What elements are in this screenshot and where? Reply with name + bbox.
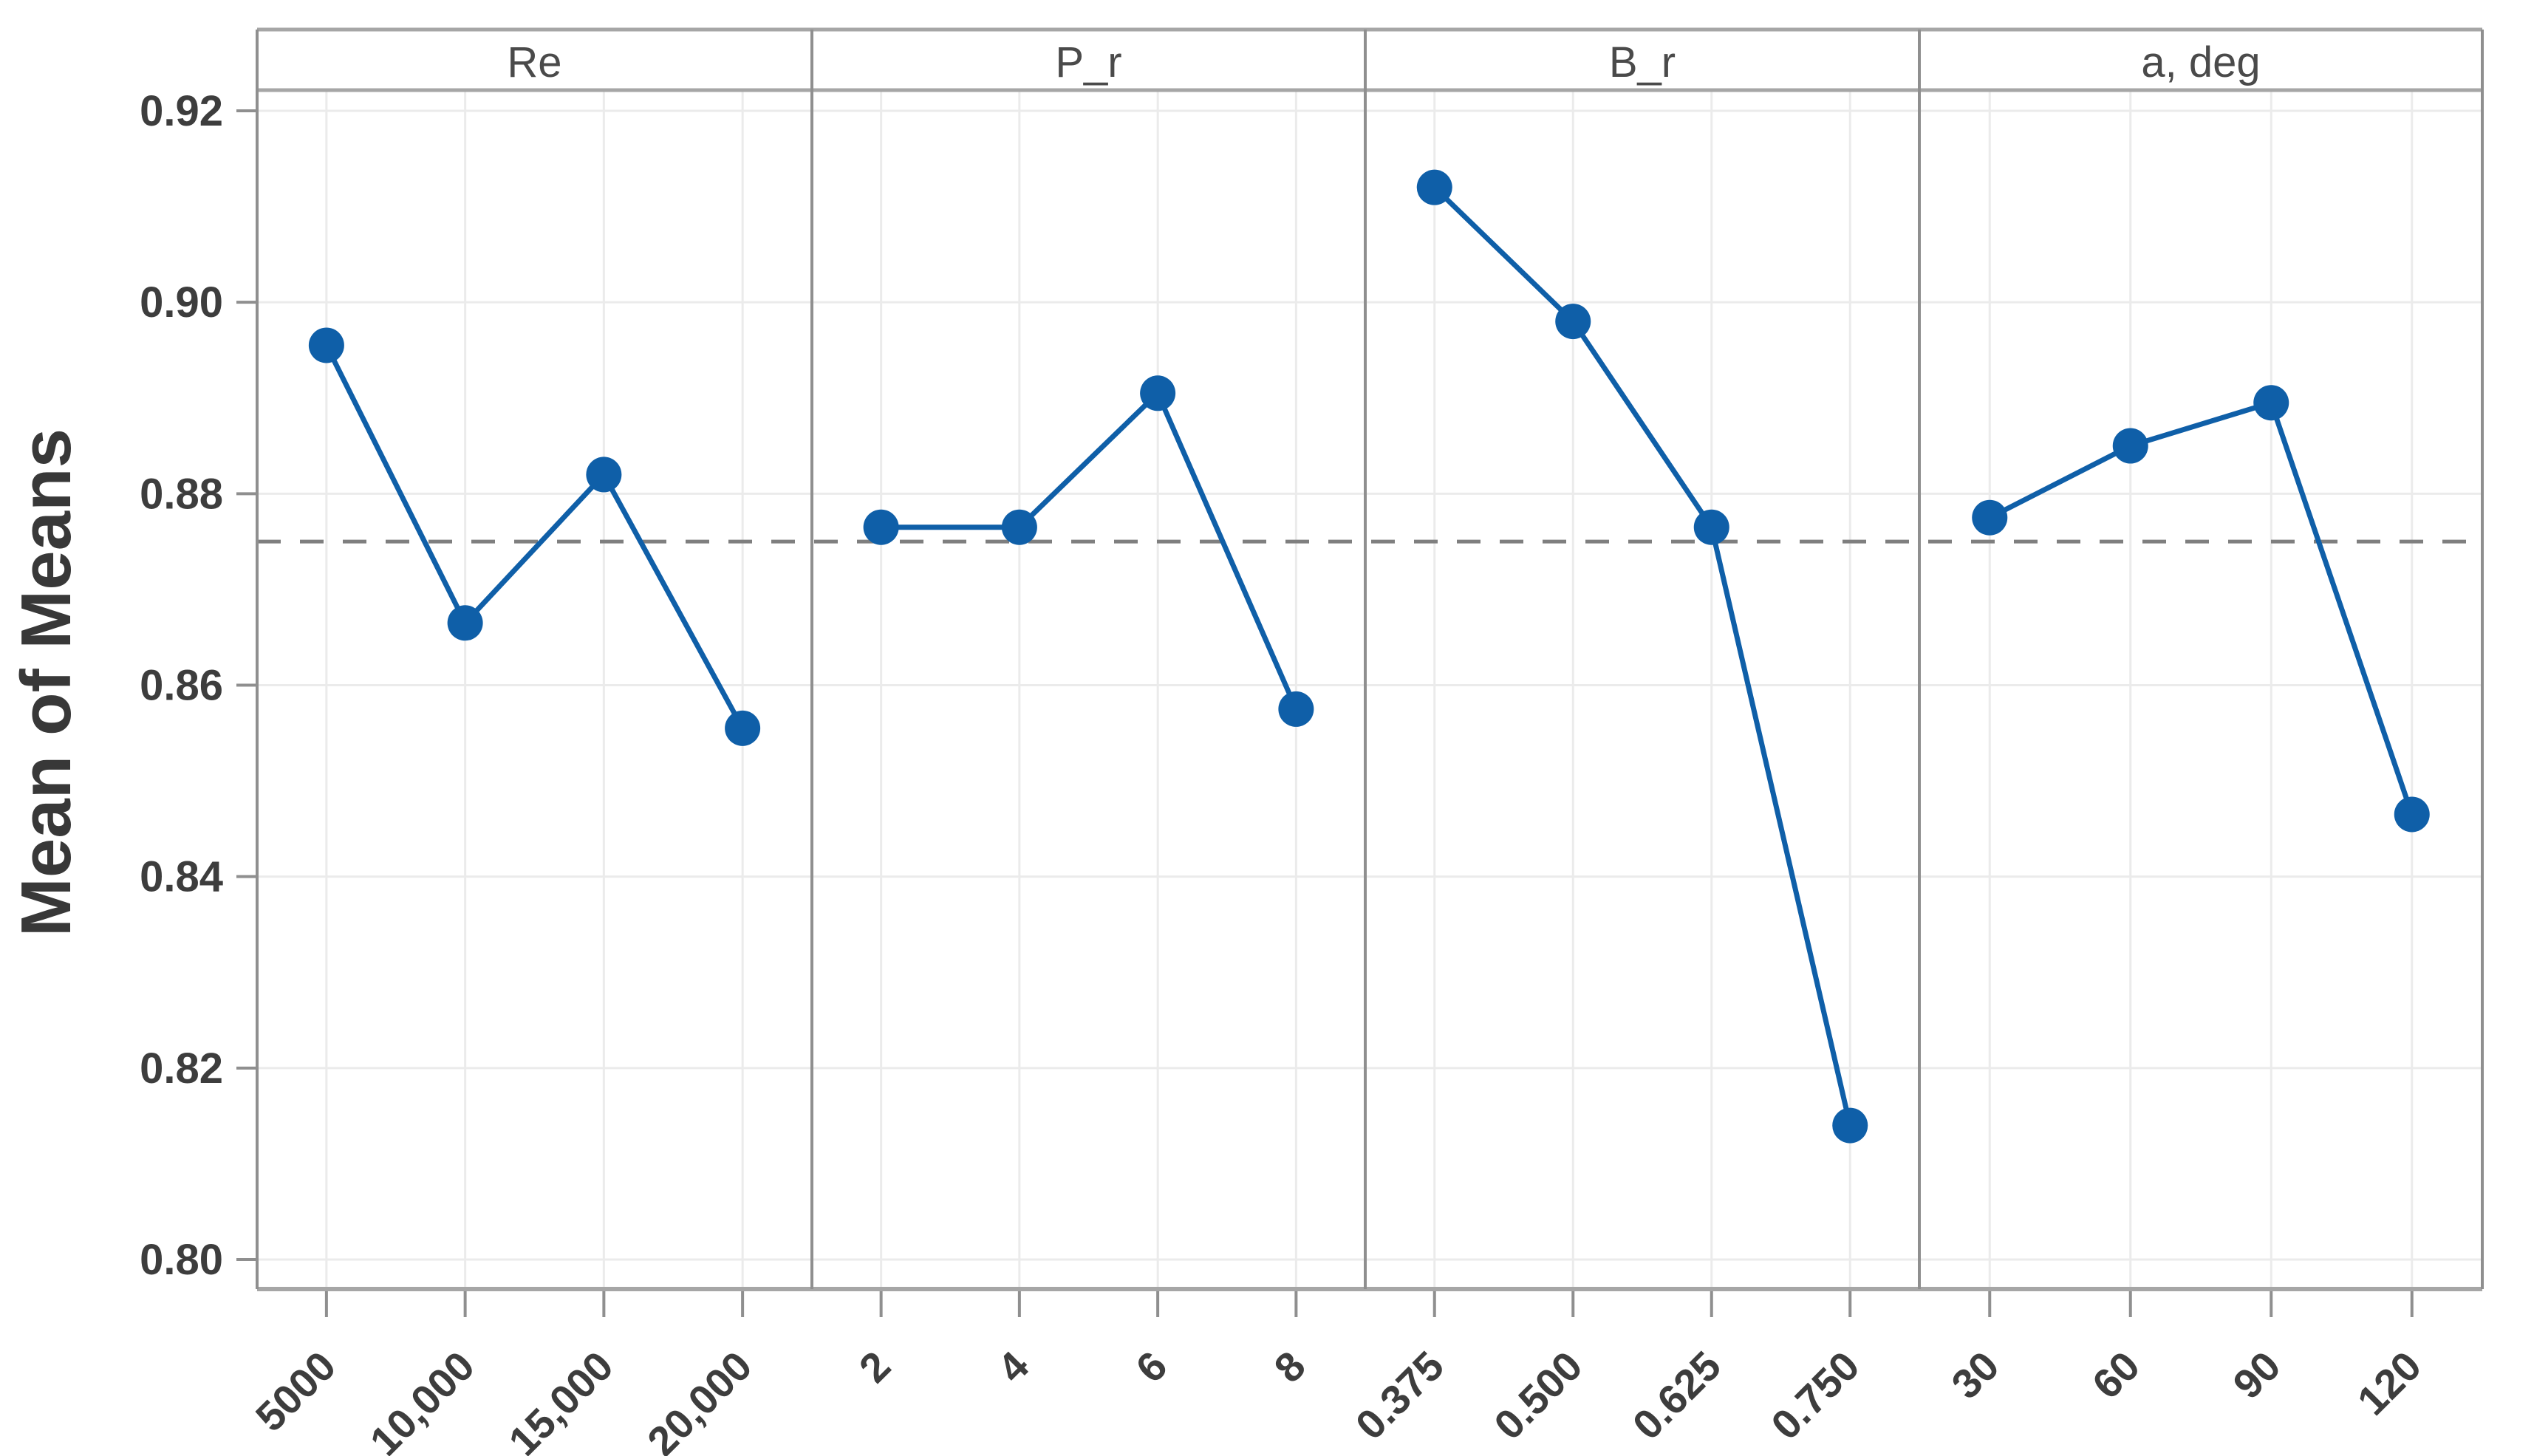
data-point bbox=[2253, 385, 2289, 421]
data-point bbox=[447, 605, 483, 641]
data-point bbox=[1972, 499, 2008, 536]
x-tick-label: 10,000 bbox=[361, 1342, 483, 1456]
x-tick-label: 0.750 bbox=[1762, 1342, 1868, 1449]
x-tick-label: 0.625 bbox=[1624, 1342, 1730, 1449]
x-tick-label: 2 bbox=[850, 1342, 900, 1392]
y-tick-label: 0.88 bbox=[140, 470, 223, 518]
x-tick-label: 30 bbox=[1942, 1342, 2008, 1408]
series-line-4 bbox=[1988, 400, 2415, 816]
y-tick-label: 0.92 bbox=[140, 87, 223, 135]
x-tick-label: 4 bbox=[988, 1342, 1038, 1392]
x-tick-label: 20,000 bbox=[638, 1342, 761, 1456]
x-tick-label: 90 bbox=[2224, 1342, 2289, 1408]
data-point bbox=[2394, 796, 2430, 833]
x-tick-label: 8 bbox=[1265, 1342, 1314, 1392]
x-tick-label: 6 bbox=[1127, 1342, 1176, 1392]
data-point bbox=[1001, 509, 1037, 545]
data-point bbox=[2112, 428, 2148, 464]
y-tick-label: 0.86 bbox=[140, 662, 223, 710]
x-tick-label: 0.375 bbox=[1347, 1342, 1453, 1449]
x-tick-label: 120 bbox=[2349, 1342, 2431, 1424]
plot-area: 5000 10,000 15,000 20,000 Re 2 4 6 8 P_r 0.375 0.50… bbox=[140, 27, 2484, 1456]
series-line-2 bbox=[881, 390, 1299, 711]
x-tick-label: 0.500 bbox=[1485, 1342, 1591, 1449]
panel-header: B_r bbox=[1609, 38, 1676, 86]
y-tick-label: 0.82 bbox=[140, 1045, 223, 1093]
data-point bbox=[1140, 375, 1176, 411]
data-point bbox=[863, 509, 899, 545]
data-point bbox=[586, 457, 622, 493]
x-tick-label: 5000 bbox=[247, 1342, 345, 1440]
panel-header: Re bbox=[507, 38, 561, 86]
data-point bbox=[1555, 304, 1591, 340]
x-tick-label: 60 bbox=[2083, 1342, 2149, 1408]
data-point bbox=[725, 710, 761, 746]
y-tick-label: 0.90 bbox=[140, 278, 223, 327]
panel-header: P_r bbox=[1055, 38, 1121, 86]
y-axis-title: Mean of Means bbox=[7, 428, 86, 937]
y-tick-label: 0.84 bbox=[140, 853, 223, 901]
y-tick-label: 0.80 bbox=[140, 1236, 223, 1284]
panel-header: a, deg bbox=[2141, 38, 2260, 86]
data-point bbox=[1416, 169, 1452, 205]
series-line-1 bbox=[324, 344, 745, 730]
data-point bbox=[1693, 509, 1729, 545]
series-line-3 bbox=[1432, 185, 1853, 1127]
data-point bbox=[308, 327, 344, 363]
data-point bbox=[1832, 1107, 1868, 1144]
x-tick-label: 15,000 bbox=[499, 1342, 622, 1456]
data-point bbox=[1278, 691, 1314, 727]
